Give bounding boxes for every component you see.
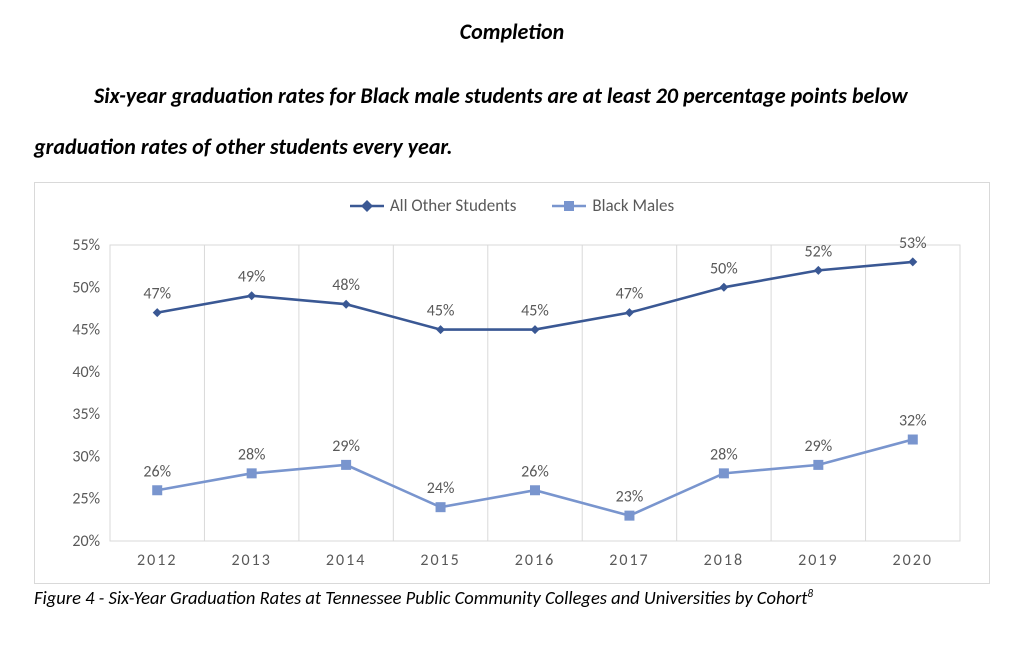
figure-caption: Figure 4 - Six-Year Graduation Rates at … (34, 586, 990, 609)
data-label: 28% (238, 445, 266, 464)
x-tick-label: 2019 (798, 551, 838, 570)
diamond-icon (814, 266, 823, 275)
data-label: 26% (521, 462, 549, 481)
diamond-icon (531, 325, 540, 334)
chart-card: All Other Students Black Males 20% 25% 30% 3… (34, 182, 990, 584)
square-icon (341, 460, 351, 470)
data-label: 52% (805, 242, 833, 261)
chart-legend: All Other Students Black Males (49, 195, 975, 219)
x-tick-label: 2017 (609, 551, 649, 570)
diamond-icon (908, 257, 917, 266)
square-icon (813, 460, 823, 470)
square-icon (530, 485, 540, 495)
data-label: 24% (427, 479, 455, 498)
y-tick-label: 20% (72, 532, 100, 551)
chart-plot-area: 20% 25% 30% 35% 40% 45% 50% 55% 2012 2013 2014 2015… (49, 227, 975, 577)
chart-svg: 20% 25% 30% 35% 40% 45% 50% 55% 2012 2013 2014 2015… (49, 227, 975, 577)
y-tick-label: 50% (72, 278, 100, 297)
y-tick-label: 35% (72, 405, 100, 424)
x-tick-label: 2018 (704, 551, 744, 570)
diamond-icon (247, 291, 256, 300)
data-label: 45% (521, 301, 549, 320)
square-icon (436, 502, 446, 512)
y-tick-label: 25% (72, 489, 100, 508)
caption-prefix: Figure 4 - (34, 586, 109, 609)
y-tick-label: 45% (72, 320, 100, 339)
data-label: 32% (899, 411, 927, 430)
y-tick-label: 30% (72, 447, 100, 466)
data-label: 28% (710, 445, 738, 464)
diamond-icon (153, 308, 162, 317)
square-icon (624, 510, 634, 520)
data-label: 48% (332, 276, 360, 295)
x-tick-label: 2020 (893, 551, 933, 570)
diamond-icon (436, 325, 445, 334)
square-icon (908, 434, 918, 444)
data-label: 53% (899, 234, 927, 253)
diamond-icon (342, 299, 351, 308)
data-label: 45% (427, 301, 455, 320)
square-icon (152, 485, 162, 495)
plot-border (110, 245, 960, 541)
diamond-icon (625, 308, 634, 317)
data-label: 29% (332, 437, 360, 456)
y-tick-label: 40% (72, 363, 100, 382)
x-tick-label: 2015 (420, 551, 460, 570)
square-icon (247, 468, 257, 478)
y-tick-label: 55% (72, 236, 100, 255)
legend-label: Black Males (592, 195, 674, 216)
data-label: 29% (805, 437, 833, 456)
x-tick-label: 2016 (515, 551, 555, 570)
data-label: 49% (238, 267, 266, 286)
legend-item: Black Males (552, 195, 674, 216)
section-title: Completion (34, 18, 990, 45)
data-label: 47% (143, 284, 171, 303)
legend-item: All Other Students (350, 195, 517, 216)
data-label: 47% (616, 284, 644, 303)
lead-sentence: Six-year graduation rates for Black male… (34, 71, 990, 172)
x-tick-label: 2012 (137, 551, 177, 570)
x-tick-label: 2013 (231, 551, 271, 570)
data-label: 26% (143, 462, 171, 481)
data-label: 23% (616, 487, 644, 506)
data-label: 50% (710, 259, 738, 278)
caption-text: Six-Year Graduation Rates at Tennessee P… (109, 586, 808, 609)
square-icon (552, 198, 586, 214)
square-icon (719, 468, 729, 478)
diamond-icon (350, 198, 384, 214)
page: Completion Six-year graduation rates for… (0, 0, 1024, 665)
caption-footnote: 8 (807, 587, 813, 600)
legend-label: All Other Students (390, 195, 517, 216)
diamond-icon (719, 282, 728, 291)
x-tick-label: 2014 (326, 551, 366, 570)
